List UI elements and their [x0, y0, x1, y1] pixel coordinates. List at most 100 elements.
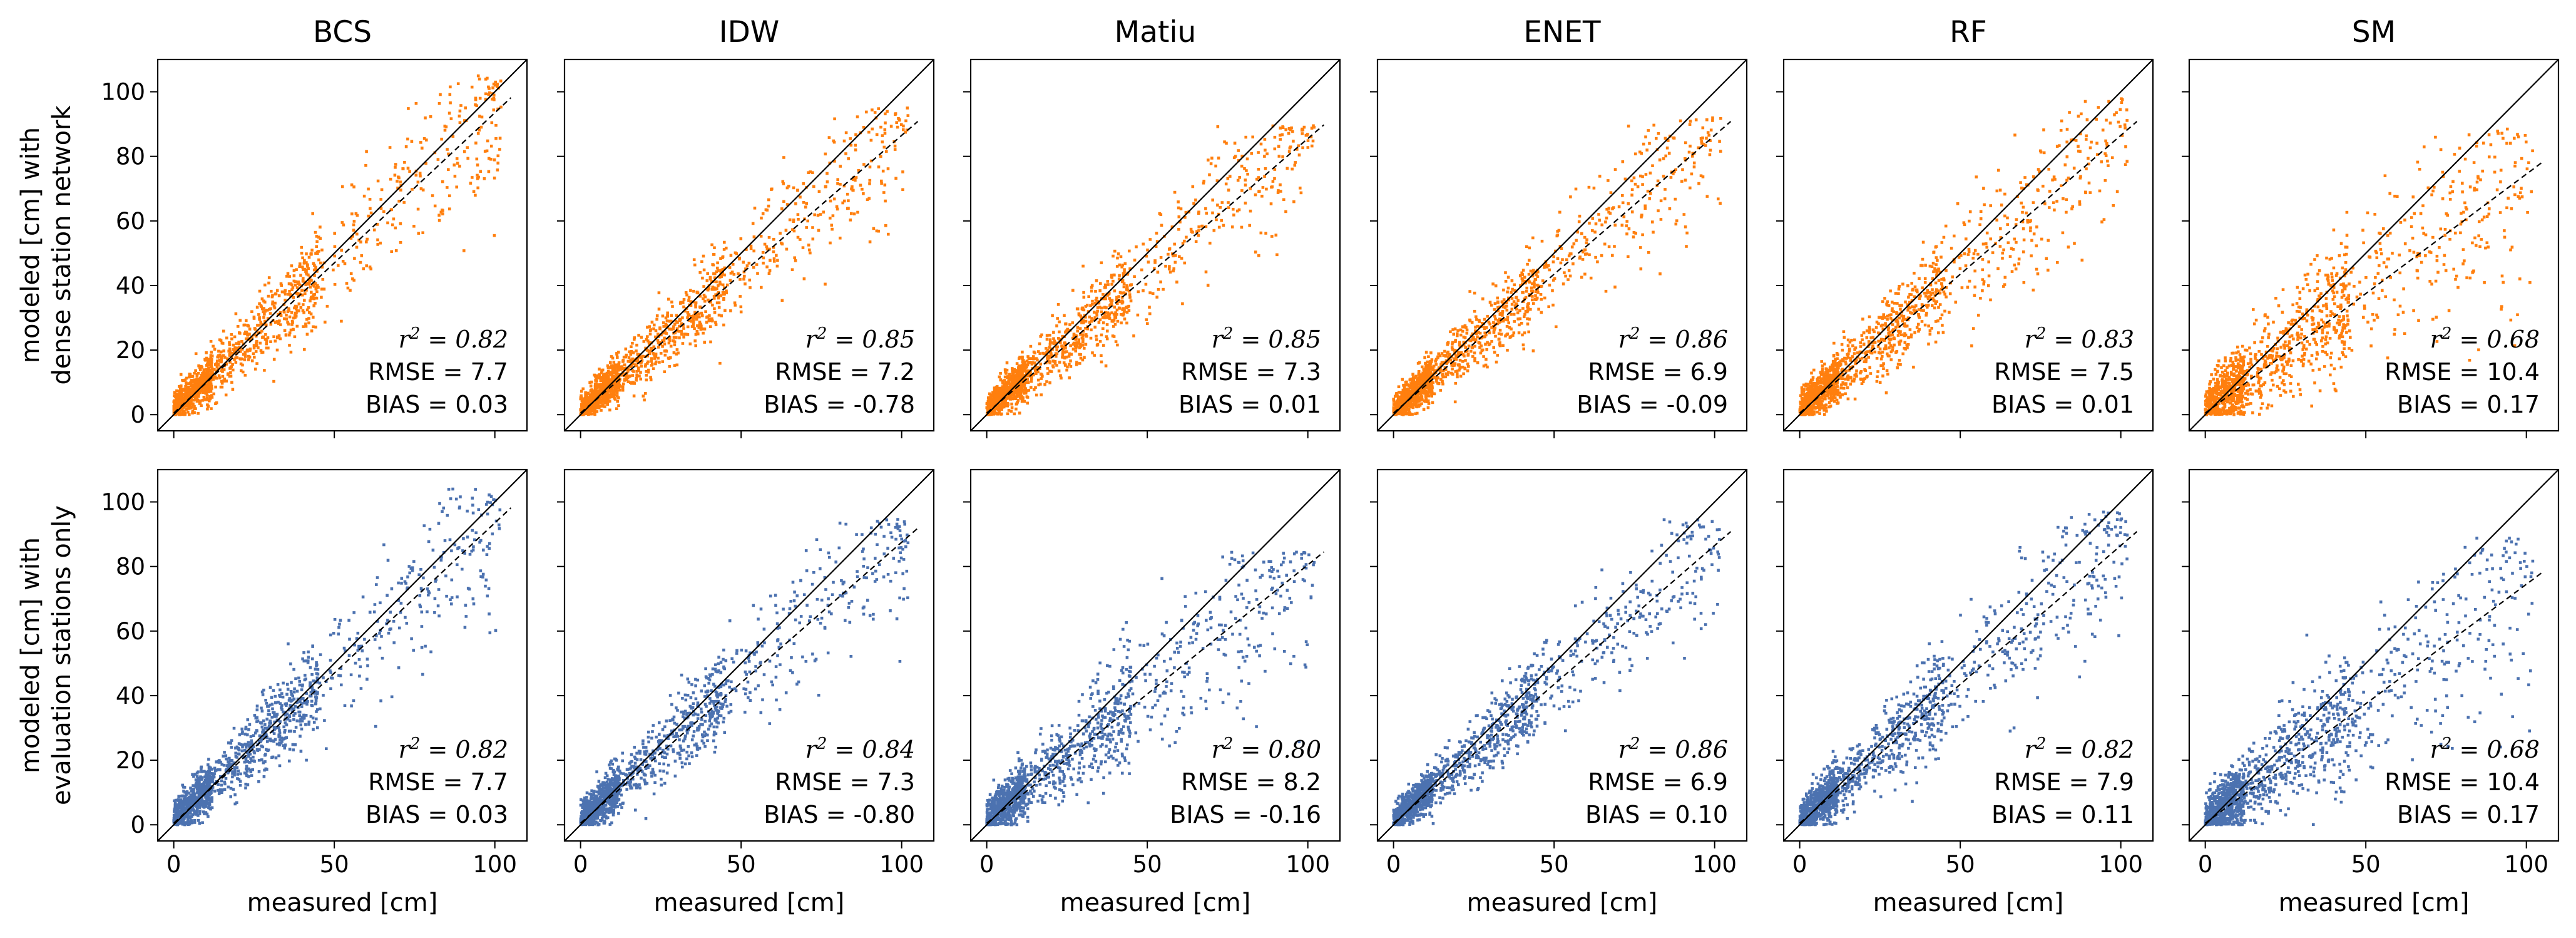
- data-point: [1297, 153, 1301, 157]
- data-point: [997, 391, 1001, 394]
- data-point: [877, 165, 881, 168]
- data-point: [441, 180, 444, 183]
- data-point: [664, 322, 668, 326]
- data-point: [228, 341, 231, 344]
- data-point: [1414, 398, 1418, 401]
- data-point: [230, 351, 234, 355]
- data-point: [207, 359, 210, 363]
- data-point: [283, 291, 286, 294]
- data-point: [1006, 403, 1009, 406]
- data-point: [1071, 321, 1075, 324]
- data-point: [1008, 373, 1011, 376]
- data-point: [390, 250, 393, 254]
- scatter-points: [172, 74, 503, 416]
- data-point: [290, 311, 294, 314]
- data-point: [785, 203, 789, 206]
- data-point: [1667, 139, 1670, 142]
- data-point: [1105, 337, 1109, 341]
- data-point: [906, 114, 910, 117]
- data-point: [190, 387, 193, 391]
- data-point: [1022, 365, 1025, 369]
- data-point: [320, 287, 324, 291]
- data-point: [1123, 268, 1126, 271]
- data-point: [1430, 358, 1434, 361]
- data-point: [1525, 245, 1528, 249]
- data-point: [1220, 219, 1223, 222]
- data-point: [448, 93, 452, 96]
- data-point: [1046, 349, 1050, 352]
- data-point: [1641, 175, 1644, 178]
- data-point: [1048, 341, 1052, 344]
- data-point: [1658, 158, 1662, 162]
- data-point: [1494, 317, 1497, 321]
- data-point: [999, 372, 1002, 375]
- data-point: [173, 394, 176, 397]
- data-point: [1458, 359, 1462, 362]
- data-point: [178, 394, 181, 397]
- data-point: [1575, 239, 1578, 242]
- y-tick-label: 60: [116, 208, 145, 235]
- data-point: [1429, 351, 1433, 354]
- data-point: [705, 316, 708, 319]
- data-point: [207, 383, 210, 386]
- data-point: [421, 188, 425, 192]
- data-point: [1002, 403, 1005, 407]
- data-point: [1192, 202, 1195, 205]
- data-point: [851, 185, 854, 188]
- data-point: [1257, 168, 1260, 171]
- data-point: [811, 171, 814, 174]
- data-point: [998, 388, 1001, 392]
- data-point: [759, 235, 763, 238]
- data-point: [998, 398, 1001, 402]
- data-point: [483, 177, 486, 180]
- data-point: [1684, 225, 1687, 229]
- data-point: [682, 298, 686, 301]
- data-point: [999, 405, 1003, 409]
- data-point: [255, 306, 259, 309]
- data-point: [670, 301, 673, 304]
- data-point: [647, 341, 651, 344]
- data-point: [1091, 351, 1094, 354]
- data-point: [1684, 178, 1687, 182]
- data-point: [1101, 327, 1105, 331]
- data-point: [999, 403, 1002, 406]
- data-point: [314, 302, 317, 305]
- data-point: [1085, 333, 1088, 336]
- data-point: [1055, 345, 1058, 349]
- data-point: [498, 137, 502, 140]
- data-point: [699, 327, 703, 331]
- data-point: [1033, 388, 1036, 391]
- data-point: [712, 287, 715, 291]
- data-point: [300, 252, 304, 255]
- data-point: [230, 333, 233, 336]
- data-point: [883, 183, 887, 187]
- data-point: [230, 381, 233, 384]
- data-point: [682, 305, 685, 309]
- data-point: [492, 96, 496, 100]
- data-point: [619, 368, 622, 371]
- data-point: [424, 116, 427, 120]
- data-point: [307, 273, 310, 277]
- data-point: [1421, 365, 1424, 369]
- data-point: [1099, 282, 1102, 285]
- data-point: [703, 299, 707, 303]
- data-point: [719, 269, 723, 272]
- data-point: [470, 85, 474, 89]
- data-point: [1001, 379, 1004, 383]
- data-point: [1500, 332, 1503, 336]
- data-point: [1310, 126, 1314, 130]
- data-point: [181, 397, 185, 401]
- data-point: [680, 332, 683, 336]
- data-point: [1423, 388, 1426, 391]
- data-point: [816, 214, 820, 217]
- data-point: [598, 368, 601, 371]
- data-point: [206, 407, 209, 411]
- data-point: [1122, 291, 1125, 295]
- data-point: [765, 209, 769, 212]
- data-point: [275, 289, 279, 292]
- data-point: [690, 320, 693, 323]
- data-point: [1528, 246, 1531, 250]
- data-point: [885, 150, 888, 153]
- data-point: [478, 115, 481, 118]
- data-point: [665, 332, 668, 335]
